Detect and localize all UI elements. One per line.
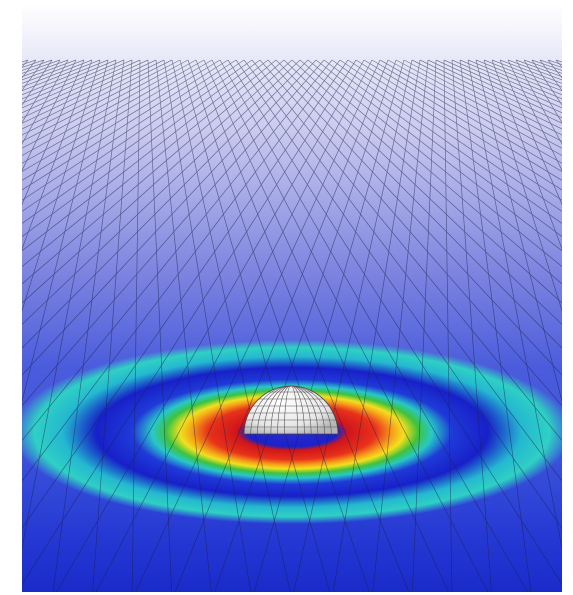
mesh-line [214,59,397,592]
mesh-line [293,59,413,592]
mesh-line [22,59,229,191]
mesh-line [0,60,20,595]
mesh-line [0,60,12,595]
mesh-line [135,59,381,592]
mesh-line [491,59,562,251]
mesh-line [499,59,562,206]
mesh-line [253,59,405,592]
mesh-line [0,60,20,595]
mesh-line [22,59,349,529]
mesh-line [412,59,437,592]
mesh-line [22,59,309,349]
mesh-line [22,59,261,237]
mesh-line [22,59,245,212]
mesh-line [443,59,453,592]
mesh-line [22,59,205,164]
mesh-grid-lines [0,59,573,595]
mesh-line [564,60,573,595]
mesh-line [451,59,492,592]
mesh-line [22,59,317,376]
mesh-line [22,59,333,442]
mesh-line [22,59,213,172]
mesh-line [507,59,562,172]
mesh-line [459,59,532,592]
mesh-line [22,59,293,304]
mesh-line [22,59,277,268]
mesh-line [22,59,197,156]
mesh-line [22,59,325,407]
mesh-line [22,59,269,252]
mesh-line [372,59,429,592]
mesh-line [22,59,357,585]
mesh-line [0,60,12,595]
mesh-line [0,60,4,595]
mesh-line [56,59,365,592]
mesh-line [174,59,389,592]
mesh-line [564,60,573,595]
mesh-line [22,59,237,201]
mesh-line [95,59,373,592]
mesh-line [22,59,301,325]
mesh-line [483,59,562,312]
mesh-line [332,59,421,592]
mesh-line [22,59,253,224]
mesh-line [475,59,562,403]
mesh-line [467,59,562,550]
mesh-line [22,59,341,482]
mesh-line [22,59,221,181]
mesh-line [22,59,285,285]
mesh-line [0,60,4,595]
